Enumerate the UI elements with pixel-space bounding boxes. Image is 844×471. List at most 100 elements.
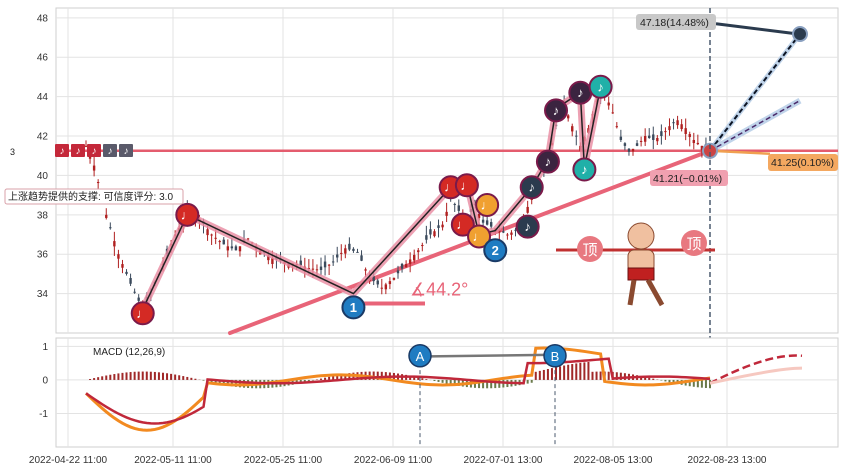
macd-y-tick-label: -1 <box>39 409 48 420</box>
wave-marker-glyph-15: ♪ <box>597 79 604 94</box>
wave-marker-glyph-5: ♩ <box>481 197 494 212</box>
wave-marker-glyph-8: 2 <box>492 243 499 258</box>
macd-hist-bar <box>486 379 489 389</box>
macd-label-b: B <box>551 349 560 364</box>
support-text: 上涨趋势提供的支撑: 可信度评分: 3.0 <box>8 190 173 203</box>
candle-body <box>352 248 355 251</box>
candle-body <box>571 126 574 132</box>
macd-hist-bar <box>117 373 120 380</box>
candle-body <box>88 155 92 159</box>
candle-body <box>234 246 238 251</box>
candle-body <box>611 112 614 114</box>
macd-hist-bar <box>417 377 420 380</box>
candle-body <box>384 284 388 290</box>
candle-body <box>688 134 691 138</box>
macd-hist-bar <box>218 379 221 385</box>
candle-body <box>437 225 440 228</box>
macd-hist-bar <box>534 371 537 380</box>
legend-icon-glyph-2: ♪ <box>92 146 97 157</box>
wave-marker-1 <box>175 202 200 227</box>
x-tick-label: 2022-05-25 11:00 <box>244 455 323 466</box>
macd-hist-bar <box>449 379 452 385</box>
macd-hist-bar <box>311 379 314 381</box>
y-tick-label: 34 <box>37 289 49 300</box>
legend-icon-0 <box>55 144 69 157</box>
candle-body <box>421 245 424 247</box>
macd-hist-bar <box>230 379 233 387</box>
wave-marker-15 <box>588 74 613 99</box>
wave-marker-3 <box>454 173 479 198</box>
macd-hist-bar <box>372 371 375 380</box>
macd-hist-bar <box>494 379 497 389</box>
figure-shorts <box>627 267 655 281</box>
macd-hist-bar <box>186 376 189 380</box>
macd-hist-bar <box>615 372 618 380</box>
wave-marker-12 <box>544 98 569 123</box>
wave-marker-4 <box>450 212 475 237</box>
macd-hist-bar <box>421 378 424 380</box>
macd-hist-bar <box>153 371 156 380</box>
top-text-right: 顶 <box>686 236 701 253</box>
wave-marker-glyph-0: ♩ <box>136 306 149 321</box>
candle-body <box>619 136 623 140</box>
macd-hist-bar <box>303 379 306 383</box>
candle-body <box>514 229 517 231</box>
candle-body <box>376 280 379 285</box>
macd-panel: 1 0 -1 MACD (12,26,9) A B <box>39 337 839 448</box>
figure-head <box>627 222 655 250</box>
wave-marker-11 <box>535 149 560 174</box>
angle-label: ∡44.2° <box>410 280 468 300</box>
candle-body <box>433 231 436 237</box>
candle-body <box>331 261 335 263</box>
wave-marker-0 <box>130 301 155 326</box>
macd-hist-bar <box>619 372 622 380</box>
macd-hist-bar <box>425 379 428 380</box>
y-tick-label: 40 <box>37 171 49 182</box>
wave-marker-glyph-2: ♩ <box>444 180 457 195</box>
macd-hist-bar <box>141 371 144 380</box>
candle-body <box>635 143 639 146</box>
macd-hist-bar <box>182 376 185 380</box>
candle-body <box>105 214 108 218</box>
x-tick-label: 2022-06-09 11:00 <box>354 455 433 466</box>
macd-hist-bar <box>441 379 444 383</box>
candle-body <box>109 227 112 229</box>
macd-hist-bar <box>320 378 323 380</box>
macd-hist-bar <box>599 371 602 380</box>
top-text-left: 顶 <box>582 242 597 259</box>
macd-hist-bar <box>174 374 177 380</box>
candle-body <box>299 260 302 266</box>
candle-body <box>696 142 700 145</box>
macd-hist-bar <box>567 364 570 380</box>
macd-hist-bar <box>105 375 108 380</box>
candle-body <box>133 291 136 293</box>
target-box <box>636 14 716 30</box>
candle-body <box>425 235 428 240</box>
candle-body <box>137 297 140 301</box>
macd-hist-bar <box>563 365 566 380</box>
candle-body <box>96 181 100 184</box>
candle-body <box>660 131 663 137</box>
legend-label: 3 <box>10 147 15 157</box>
macd-proj-dea <box>709 354 803 385</box>
candle-body <box>408 259 412 264</box>
legend-icon-1 <box>71 144 85 157</box>
macd-hist-bar <box>526 379 529 384</box>
macd-hist-bar <box>437 379 440 382</box>
candle-body <box>246 238 250 240</box>
macd-hist-bar <box>709 379 711 389</box>
macd-hist-bar <box>688 379 691 387</box>
macd-hist-bar <box>538 370 541 380</box>
macd-hist-bar <box>453 379 456 386</box>
candle-body <box>238 246 242 252</box>
macd-dif-line <box>84 346 711 432</box>
candle-body <box>623 143 627 146</box>
wave-marker-10 <box>515 214 540 239</box>
wave-marker-glyph-10: ♪ <box>524 219 531 234</box>
macd-hist-bar <box>166 373 169 380</box>
proj-line-mid <box>709 99 801 152</box>
candle-body <box>498 230 501 233</box>
macd-hist-bar <box>210 379 213 383</box>
macd-hist-bar <box>113 374 116 380</box>
